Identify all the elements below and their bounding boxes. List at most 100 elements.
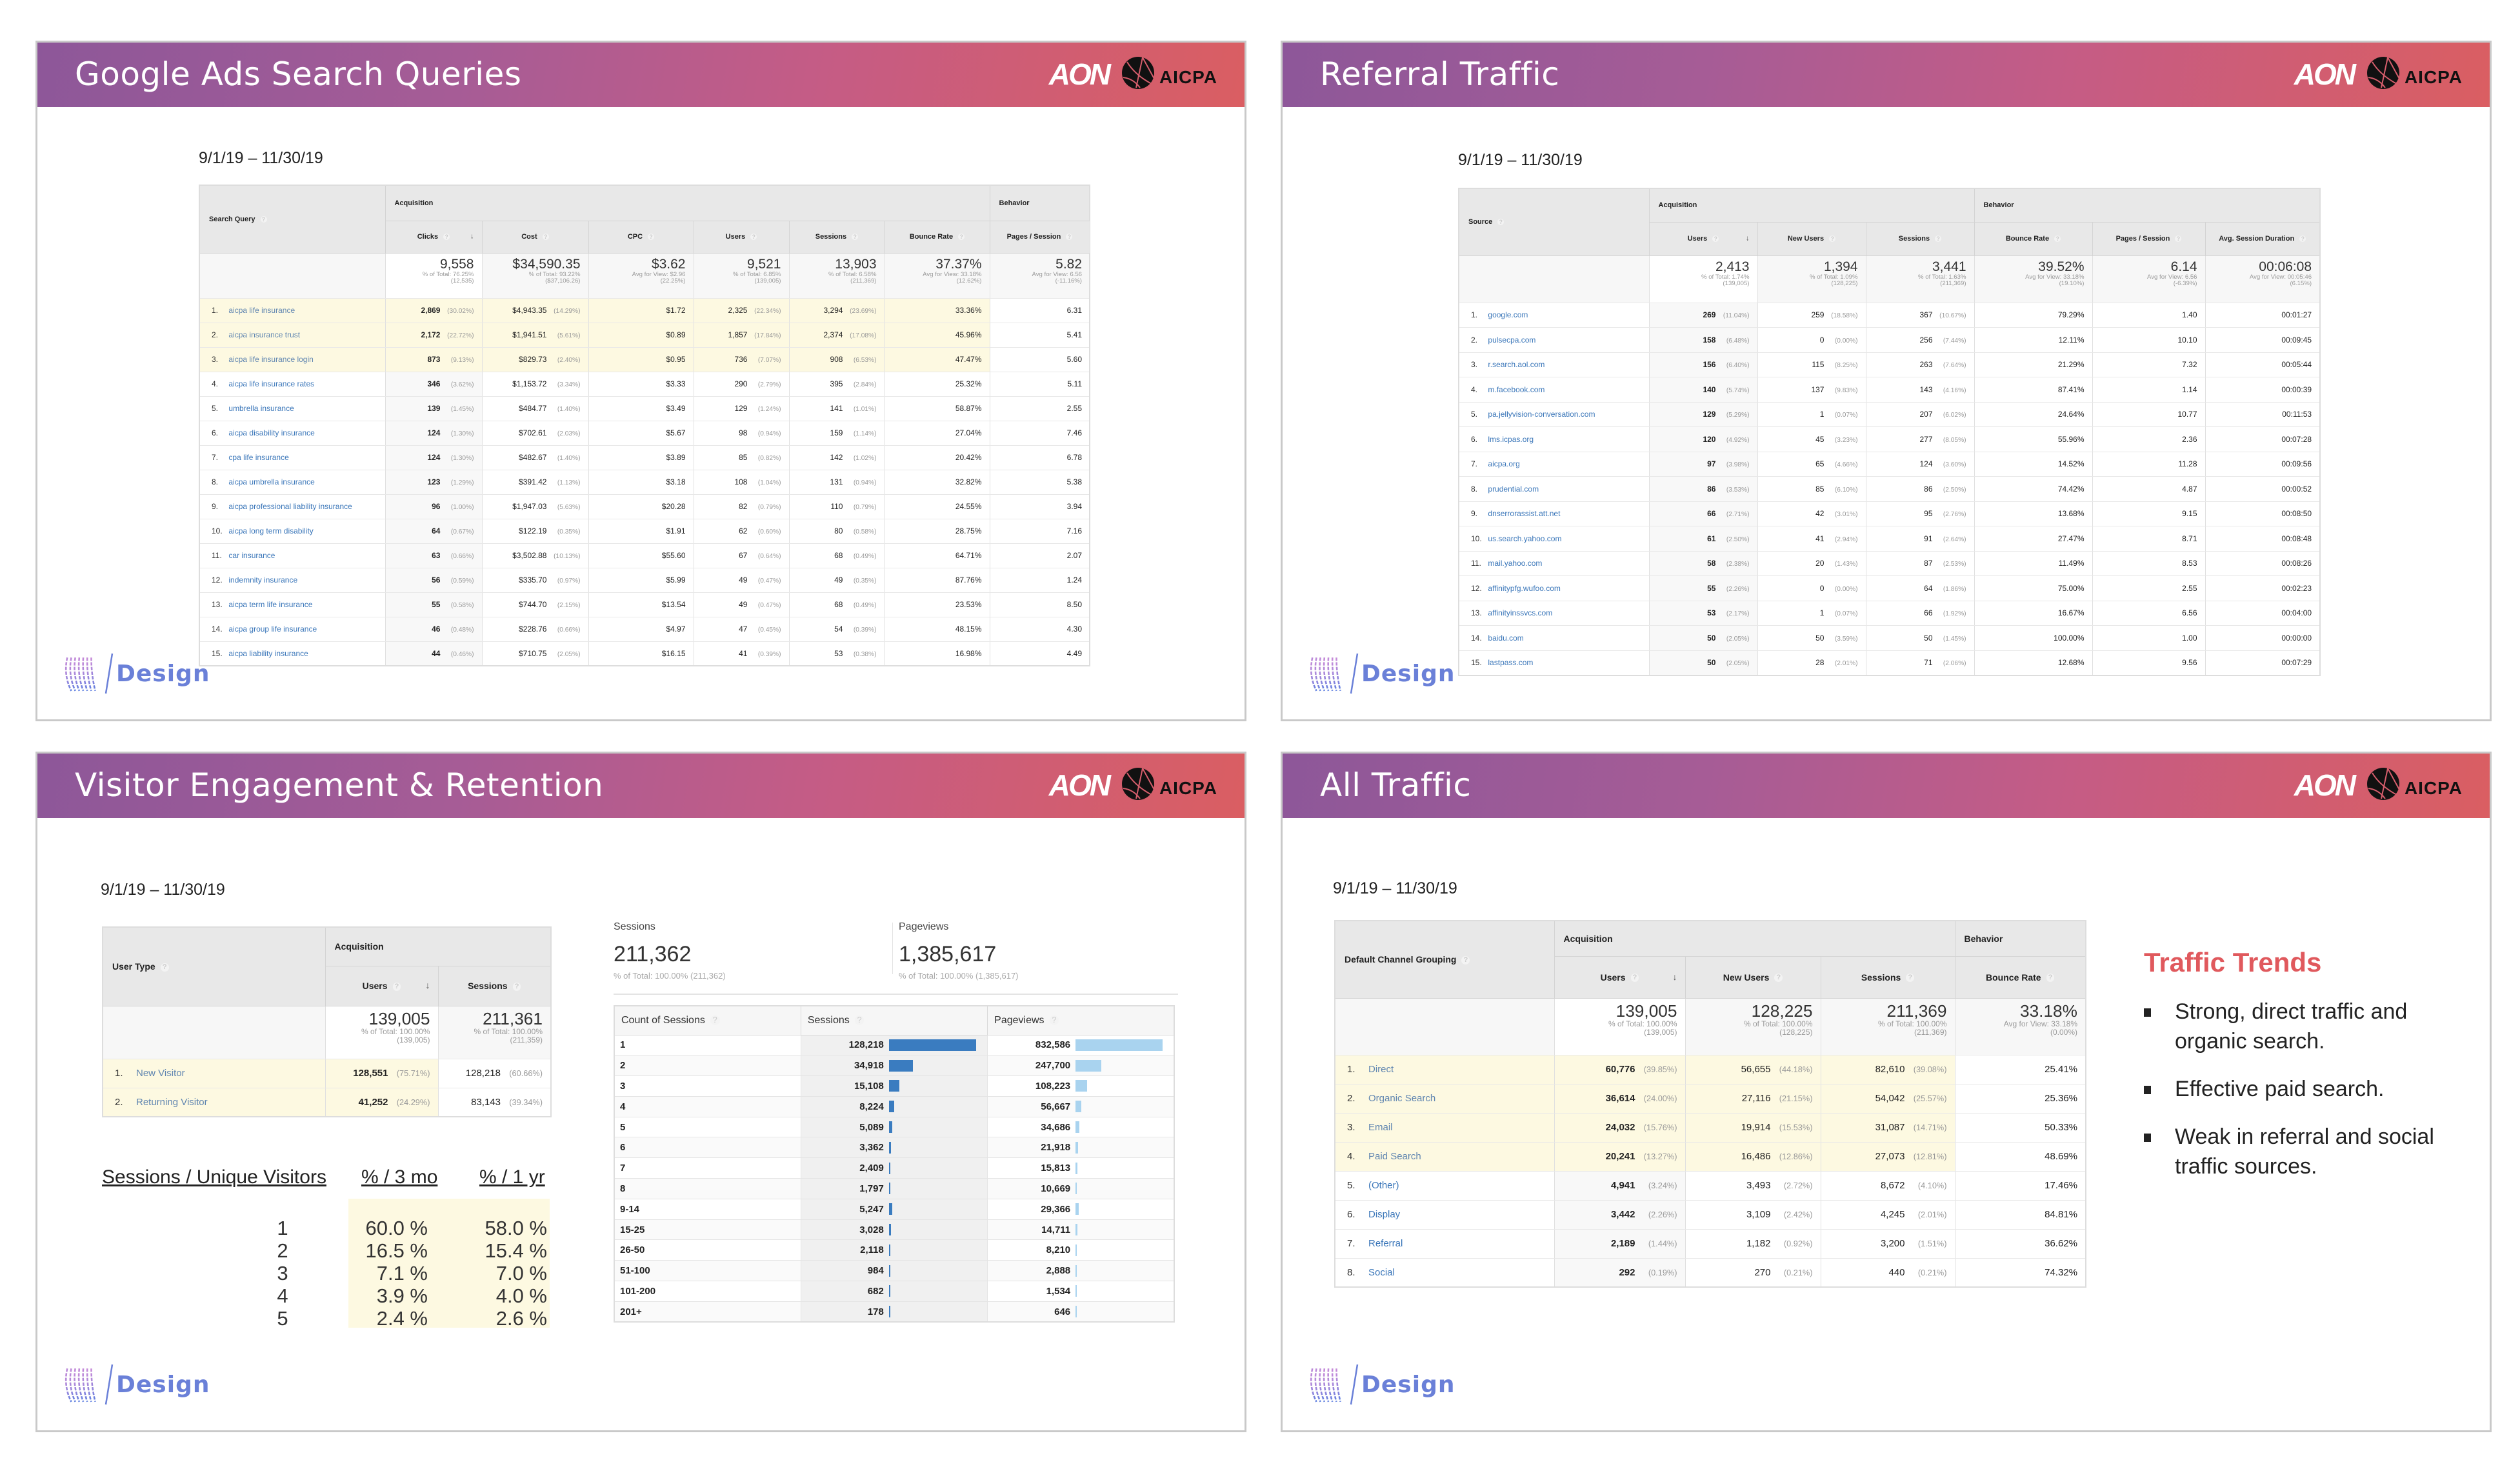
column-header[interactable]: Avg. Session Duration?: [2205, 221, 2321, 256]
row-link[interactable]: baidu.com: [1488, 633, 1524, 643]
row-link[interactable]: Social: [1368, 1266, 1395, 1278]
row-cell: $5.67: [588, 421, 694, 446]
column-header[interactable]: Sessions?: [437, 965, 552, 1006]
row-link[interactable]: lms.icpas.org: [1488, 434, 1534, 444]
cell-value: 50: [1815, 633, 1825, 643]
row-link[interactable]: Email: [1368, 1122, 1393, 1133]
total-sub: % of Total: 100.00%: [1608, 1019, 1677, 1029]
row-link[interactable]: umbrella insurance: [228, 404, 294, 413]
column-header[interactable]: CPC?: [588, 220, 694, 254]
row-link[interactable]: affinitypfg.wufoo.com: [1488, 583, 1561, 593]
total-cell: 39.52% Avg for View: 33.18% (19.10%): [1974, 255, 2093, 303]
cell-value: 32.82%: [955, 477, 982, 486]
row-link[interactable]: car insurance: [228, 551, 275, 560]
row-link[interactable]: Organic Search: [1368, 1093, 1436, 1104]
column-header[interactable]: Sessions?: [1820, 955, 1955, 999]
row-dimension: 4. Paid Search: [1334, 1142, 1554, 1172]
table-row: 15-25 3,028 14,711: [614, 1219, 1175, 1241]
column-header[interactable]: Users? ↓: [1554, 955, 1686, 999]
row-link[interactable]: pa.jellyvision-conversation.com: [1488, 410, 1595, 419]
row-link[interactable]: aicpa.org: [1488, 459, 1520, 469]
design-logo-text: Design: [116, 660, 210, 687]
cell-value: 4.30: [1066, 625, 1083, 634]
total-sub: (6.15%): [2290, 279, 2312, 287]
row-link[interactable]: aicpa umbrella insurance: [228, 477, 315, 486]
row-link[interactable]: m.facebook.com: [1488, 385, 1545, 394]
row-link[interactable]: r.search.aol.com: [1488, 360, 1545, 370]
row-link[interactable]: Returning Visitor: [136, 1096, 208, 1108]
table-row: 4. Paid Search 20,241 (13.27%) 16,486 (12.86%…: [1334, 1142, 2086, 1172]
row-link[interactable]: aicpa liability insurance: [228, 648, 308, 658]
row-cell: 108 (1.04%): [693, 470, 789, 495]
row-link[interactable]: aicpa life insurance: [228, 306, 295, 315]
column-header[interactable]: Bounce Rate?: [884, 220, 990, 254]
row-link[interactable]: (Other): [1368, 1180, 1399, 1191]
column-header[interactable]: Cost?: [481, 220, 589, 254]
row-index: 4.: [212, 379, 219, 388]
row-link[interactable]: mail.yahoo.com: [1488, 559, 1543, 568]
column-header[interactable]: Users? ↓: [1648, 221, 1758, 256]
row-cell: 84.81%: [1954, 1200, 2086, 1230]
column-header[interactable]: Sessions?: [1865, 221, 1975, 256]
row-link[interactable]: aicpa life insurance rates: [228, 379, 315, 388]
row-link[interactable]: aicpa professional liability insurance: [228, 502, 352, 511]
table-row: 14. aicpa group life insurance 46 (0.48%) $2…: [199, 617, 1090, 642]
row-link[interactable]: Paid Search: [1368, 1151, 1421, 1162]
row-cell: $3.33: [588, 372, 694, 397]
bar-wrap: 984: [806, 1264, 982, 1277]
row-link[interactable]: us.search.yahoo.com: [1488, 534, 1562, 543]
row-link[interactable]: aicpa insurance trust: [228, 330, 301, 339]
row-cell: 4.30: [989, 617, 1090, 642]
cell-value: 58: [1707, 559, 1716, 568]
slide-title: Visitor Engagement & Retention: [75, 766, 604, 804]
row-dimension: 4. aicpa life insurance rates: [199, 372, 385, 397]
row-cell: 17.46%: [1954, 1171, 2086, 1201]
row-cell: 139 (1.45%): [385, 396, 482, 421]
cell-value: 56: [432, 575, 441, 585]
row-cell: $1,153.72 (3.34%): [481, 372, 588, 397]
bar-wrap: 5,089: [806, 1121, 982, 1134]
row-link[interactable]: lastpass.com: [1488, 658, 1534, 667]
row-link[interactable]: dnserrorassist.att.net: [1488, 509, 1561, 519]
row-link[interactable]: aicpa life insurance login: [228, 355, 314, 364]
row-cell: 2.55: [2092, 575, 2206, 601]
cell: 1: [277, 1217, 288, 1239]
row-link[interactable]: aicpa long term disability: [228, 526, 314, 535]
column-header[interactable]: Bounce Rate?: [1954, 955, 2086, 999]
cell-percent: (15.76%): [1643, 1123, 1677, 1132]
cell-value: 64: [432, 526, 441, 535]
cell-value: 290: [734, 379, 748, 388]
column-header[interactable]: Bounce Rate?: [1974, 221, 2093, 256]
column-header[interactable]: Users?: [693, 220, 790, 254]
column-label: Bounce Rate: [1986, 972, 2041, 983]
row-link[interactable]: prudential.com: [1488, 484, 1539, 494]
column-header[interactable]: Clicks? ↓: [385, 220, 483, 254]
row-link[interactable]: Direct: [1368, 1064, 1394, 1075]
row-link[interactable]: google.com: [1488, 310, 1528, 320]
row-link[interactable]: cpa life insurance: [228, 453, 289, 462]
row-cell: 156 (6.40%): [1648, 352, 1757, 377]
slide-referral: Referral Traffic AON AICPA 9/1/19 – 11/30/…: [1281, 41, 2492, 721]
cell-percent: (10.67%): [1939, 312, 1966, 320]
column-header[interactable]: Pages / Session?: [989, 220, 1090, 254]
column-header[interactable]: Users? ↓: [325, 965, 439, 1006]
column-header[interactable]: Pages / Session?: [2092, 221, 2206, 256]
row-link[interactable]: indemnity insurance: [228, 575, 298, 585]
sessions-bar: [888, 1224, 892, 1236]
column-header[interactable]: Sessions?: [788, 220, 885, 254]
table-row: 7 2,409 15,813: [614, 1157, 1175, 1179]
aon-logo: AON: [2294, 768, 2356, 802]
row-link[interactable]: pulsecpa.com: [1488, 335, 1536, 345]
aicpa-globe-icon: [2366, 57, 2400, 89]
row-cell: 16.98%: [884, 641, 990, 666]
column-header[interactable]: New Users?: [1757, 221, 1866, 256]
row-link[interactable]: Display: [1368, 1209, 1401, 1220]
row-link[interactable]: aicpa disability insurance: [228, 428, 315, 437]
row-link[interactable]: affinityinssvcs.com: [1488, 608, 1553, 618]
cell-value: 7.46: [1066, 428, 1083, 437]
row-link[interactable]: Referral: [1368, 1238, 1403, 1249]
row-link[interactable]: aicpa term life insurance: [228, 600, 313, 609]
row-link[interactable]: New Visitor: [136, 1068, 185, 1079]
column-header[interactable]: New Users?: [1685, 955, 1821, 999]
row-link[interactable]: aicpa group life insurance: [228, 625, 317, 634]
